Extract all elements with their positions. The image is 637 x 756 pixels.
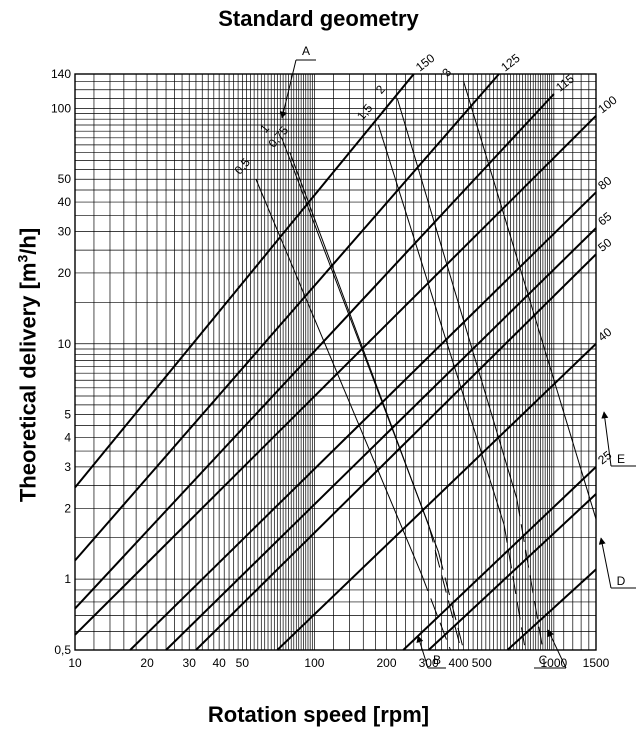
- callout-label: A: [302, 44, 310, 58]
- x-tick-label: 30: [183, 656, 197, 670]
- x-tick-label: 1500: [583, 656, 610, 670]
- x-tick-label: 100: [304, 656, 324, 670]
- y-tick-label: 50: [58, 172, 72, 186]
- speed-limit-line: [255, 179, 422, 575]
- speed-limit-layer: [255, 81, 597, 651]
- tick-layer: 10 20 30 40 50 100 200 300 400 500 1000 1500 0,5 1 2 3 4…: [51, 67, 610, 670]
- speed-limit-label: 0,75: [265, 123, 291, 150]
- speed-limit-label: 1,5: [354, 101, 376, 123]
- x-tick-label: 1000: [540, 656, 567, 670]
- speed-limit-line: [396, 98, 518, 499]
- series-label: 50: [595, 235, 614, 254]
- series-label: 40: [595, 325, 614, 344]
- y-tick-label: 140: [51, 67, 71, 81]
- y-tick-label: 5: [64, 408, 71, 422]
- series-line: [74, 115, 597, 636]
- plot-frame: [74, 73, 597, 651]
- series-label: 80: [595, 173, 614, 192]
- y-tick-label: 4: [64, 430, 71, 444]
- y-tick-label: 1: [64, 572, 71, 586]
- speed-limit-line: [281, 137, 430, 526]
- x-tick-label: 40: [212, 656, 226, 670]
- callout-label: B: [433, 653, 441, 667]
- speed-limit-line-dashed: [421, 573, 451, 651]
- series-label: 115: [553, 71, 577, 94]
- series-label: 125: [498, 51, 523, 75]
- speed-limit-line-dashed: [428, 524, 462, 651]
- y-tick-label: 2: [64, 501, 71, 515]
- callout-leader: [604, 412, 636, 467]
- speed-limit-label: 0,5: [232, 155, 254, 177]
- y-tick-label: 3: [64, 460, 71, 474]
- series-label: 150: [413, 51, 438, 75]
- series-line: [129, 191, 597, 651]
- series-label: 25: [595, 448, 614, 467]
- series-line: [402, 466, 597, 651]
- x-axis-label: Rotation speed [rpm]: [207, 702, 430, 727]
- x-tick-label: 200: [376, 656, 396, 670]
- speed-limit-line-dashed: [503, 524, 526, 651]
- series-line: [276, 343, 597, 651]
- grid-layer: [74, 73, 597, 651]
- callout-leader: [534, 630, 567, 669]
- y-tick-label: 100: [51, 101, 71, 115]
- chart-title: Standard geometry: [218, 6, 419, 31]
- x-tick-label: 20: [140, 656, 154, 670]
- series-line: [195, 253, 597, 651]
- x-tick-label: 500: [472, 656, 492, 670]
- y-tick-label: 10: [58, 337, 72, 351]
- callout-label: D: [617, 574, 626, 588]
- series-layer: [74, 73, 597, 651]
- series-line: [74, 93, 555, 610]
- y-tick-label: 40: [58, 195, 72, 209]
- callout-label: C: [539, 653, 548, 667]
- callout-label: E: [617, 452, 625, 466]
- x-tick-label: 400: [449, 656, 469, 670]
- speed-limit-line-dashed: [438, 552, 465, 651]
- x-tick-label: 300: [419, 656, 439, 670]
- series-line: [427, 493, 597, 651]
- callout-leader: [418, 636, 446, 669]
- callout-leader: [601, 538, 636, 589]
- callout-layer: A B C D E: [282, 44, 636, 669]
- x-tick-label: 10: [68, 656, 82, 670]
- series-label: 100: [595, 93, 620, 117]
- series-line: [74, 73, 415, 489]
- x-tick-label: 50: [236, 656, 250, 670]
- series-line: [506, 568, 597, 651]
- speed-limit-line: [377, 124, 505, 526]
- speed-limit-line: [463, 81, 597, 520]
- series-label: 65: [595, 209, 614, 228]
- y-tick-label: 30: [58, 224, 72, 238]
- series-line: [165, 227, 597, 651]
- y-tick-label: 0,5: [54, 643, 71, 657]
- y-tick-label: 20: [58, 266, 72, 280]
- series-line: [74, 73, 500, 562]
- callout-leader: [282, 59, 316, 118]
